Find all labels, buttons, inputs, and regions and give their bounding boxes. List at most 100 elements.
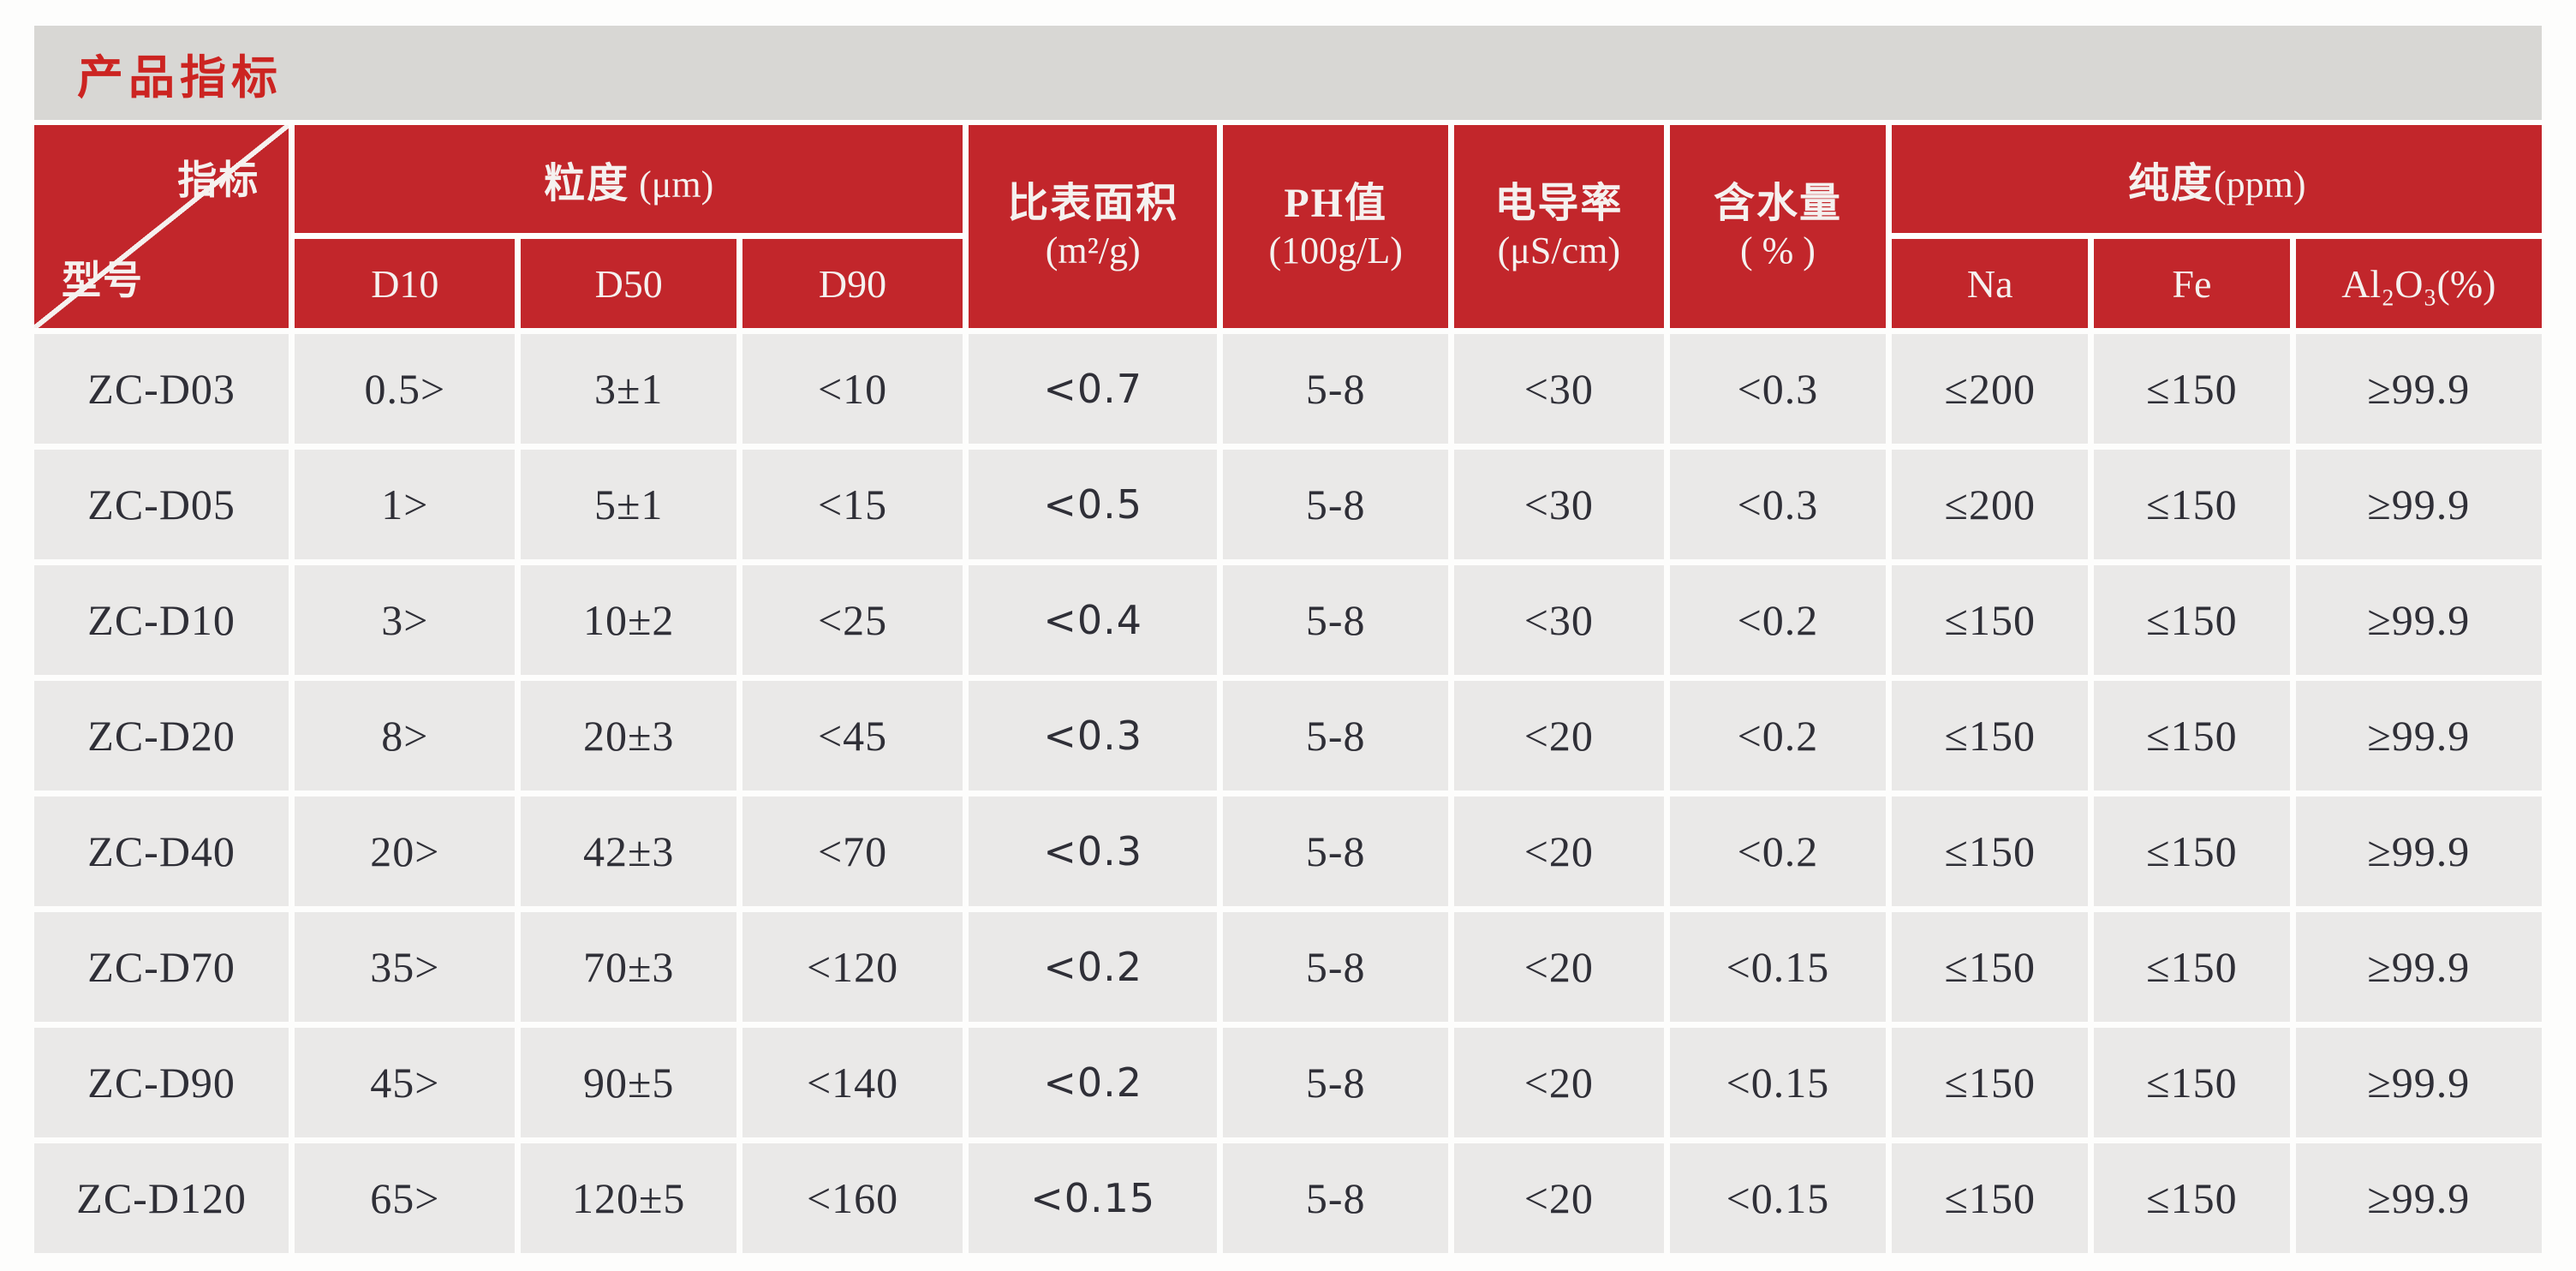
table-row: ZC-D40 20> 42±3 <70 <0.3 5-8 <20 <0.2 ≤1… bbox=[34, 797, 2542, 906]
cell-model: ZC-D70 bbox=[34, 912, 289, 1022]
cell-na: ≤150 bbox=[1892, 1028, 2089, 1137]
cell-surface-area: <0.3 bbox=[969, 681, 1218, 791]
cell-water-content: <0.15 bbox=[1669, 1028, 1887, 1137]
cell-na: ≤200 bbox=[1892, 334, 2089, 444]
cell-surface-area: <0.3 bbox=[969, 797, 1218, 906]
cell-water-content: <0.2 bbox=[1669, 565, 1887, 675]
cell-fe: ≤150 bbox=[2094, 681, 2290, 791]
cell-d90: <45 bbox=[742, 681, 963, 791]
header-surface-area-unit: (m²/g) bbox=[1045, 229, 1141, 272]
cell-d90: <140 bbox=[742, 1028, 963, 1137]
cell-al2o3: ≥99.9 bbox=[2295, 334, 2542, 444]
cell-d10: 1> bbox=[295, 450, 516, 559]
table-row: ZC-D05 1> 5±1 <15 <0.5 5-8 <30 <0.3 ≤200… bbox=[34, 450, 2542, 559]
cell-conductivity: <20 bbox=[1454, 1028, 1664, 1137]
cell-fe: ≤150 bbox=[2094, 1028, 2290, 1137]
cell-water-content: <0.3 bbox=[1669, 450, 1887, 559]
header-fe: Fe bbox=[2094, 239, 2290, 328]
header-na: Na bbox=[1892, 239, 2089, 328]
cell-conductivity: <20 bbox=[1454, 797, 1664, 906]
cell-model: ZC-D10 bbox=[34, 565, 289, 675]
cell-d10: 65> bbox=[295, 1143, 516, 1253]
cell-surface-area: <0.4 bbox=[969, 565, 1218, 675]
cell-ph-value: 5-8 bbox=[1223, 1028, 1449, 1137]
header-purity: 纯度(ppm) bbox=[1892, 125, 2542, 233]
cell-d10: 20> bbox=[295, 797, 516, 906]
cell-d50: 20±3 bbox=[521, 681, 736, 791]
header-ph: PH值 (100g/L) bbox=[1223, 125, 1449, 328]
cell-d50: 5±1 bbox=[521, 450, 736, 559]
cell-d50: 3±1 bbox=[521, 334, 736, 444]
header-water-content-label: 含水量 bbox=[1713, 181, 1842, 227]
header-particle-size-label: 粒度 bbox=[544, 161, 630, 206]
cell-conductivity: <30 bbox=[1454, 450, 1664, 559]
table-row: ZC-D70 35> 70±3 <120 <0.2 5-8 <20 <0.15 … bbox=[34, 912, 2542, 1022]
cell-ph-value: 5-8 bbox=[1223, 912, 1449, 1022]
cell-conductivity: <20 bbox=[1454, 912, 1664, 1022]
corner-header-cell: 指标 型号 bbox=[34, 125, 289, 328]
cell-na: ≤150 bbox=[1892, 797, 2089, 906]
header-water-content-unit: ( % ) bbox=[1739, 229, 1816, 272]
cell-surface-area: <0.2 bbox=[969, 912, 1218, 1022]
cell-al2o3: ≥99.9 bbox=[2295, 797, 2542, 906]
cell-d50: 120±5 bbox=[521, 1143, 736, 1253]
cell-conductivity: <20 bbox=[1454, 1143, 1664, 1253]
header-ph-label: PH值 bbox=[1284, 181, 1388, 227]
cell-na: ≤150 bbox=[1892, 1143, 2089, 1253]
cell-model: ZC-D20 bbox=[34, 681, 289, 791]
header-d50: D50 bbox=[521, 239, 736, 328]
cell-ph-value: 5-8 bbox=[1223, 450, 1449, 559]
header-d90: D90 bbox=[742, 239, 963, 328]
cell-fe: ≤150 bbox=[2094, 334, 2290, 444]
product-spec-table: 指标 型号 粒度 (μm) 比表面积 (m²/g) PH值 (100g/L) 电… bbox=[28, 119, 2548, 1259]
corner-label-indicator: 指标 bbox=[177, 158, 260, 202]
cell-water-content: <0.2 bbox=[1669, 797, 1887, 906]
cell-al2o3: ≥99.9 bbox=[2295, 681, 2542, 791]
cell-d90: <10 bbox=[742, 334, 963, 444]
cell-d90: <120 bbox=[742, 912, 963, 1022]
header-ph-unit: (100g/L) bbox=[1268, 229, 1403, 272]
cell-ph-value: 5-8 bbox=[1223, 1143, 1449, 1253]
cell-d10: 35> bbox=[295, 912, 516, 1022]
cell-d90: <160 bbox=[742, 1143, 963, 1253]
cell-d10: 3> bbox=[295, 565, 516, 675]
cell-fe: ≤150 bbox=[2094, 1143, 2290, 1253]
cell-surface-area: <0.7 bbox=[969, 334, 1218, 444]
header-conductivity-unit: (μS/cm) bbox=[1497, 229, 1620, 272]
cell-al2o3: ≥99.9 bbox=[2295, 1028, 2542, 1137]
cell-d90: <70 bbox=[742, 797, 963, 906]
cell-d10: 0.5> bbox=[295, 334, 516, 444]
header-conductivity-label: 电导率 bbox=[1494, 181, 1624, 227]
cell-na: ≤150 bbox=[1892, 681, 2089, 791]
table-row: ZC-D90 45> 90±5 <140 <0.2 5-8 <20 <0.15 … bbox=[34, 1028, 2542, 1137]
cell-conductivity: <30 bbox=[1454, 565, 1664, 675]
cell-na: ≤150 bbox=[1892, 912, 2089, 1022]
cell-d50: 42±3 bbox=[521, 797, 736, 906]
cell-fe: ≤150 bbox=[2094, 912, 2290, 1022]
header-particle-size-unit: (μm) bbox=[629, 164, 714, 206]
cell-al2o3: ≥99.9 bbox=[2295, 450, 2542, 559]
cell-water-content: <0.2 bbox=[1669, 681, 1887, 791]
cell-fe: ≤150 bbox=[2094, 797, 2290, 906]
cell-model: ZC-D120 bbox=[34, 1143, 289, 1253]
table-row: ZC-D120 65> 120±5 <160 <0.15 5-8 <20 <0.… bbox=[34, 1143, 2542, 1253]
cell-fe: ≤150 bbox=[2094, 565, 2290, 675]
cell-model: ZC-D05 bbox=[34, 450, 289, 559]
cell-ph-value: 5-8 bbox=[1223, 565, 1449, 675]
cell-d10: 45> bbox=[295, 1028, 516, 1137]
header-al2o3: Al₂O₃(%) bbox=[2295, 239, 2542, 328]
cell-d90: <25 bbox=[742, 565, 963, 675]
header-purity-unit: (ppm) bbox=[2213, 164, 2306, 206]
cell-water-content: <0.15 bbox=[1669, 912, 1887, 1022]
cell-ph-value: 5-8 bbox=[1223, 797, 1449, 906]
header-conductivity: 电导率 (μS/cm) bbox=[1454, 125, 1664, 328]
cell-model: ZC-D90 bbox=[34, 1028, 289, 1137]
cell-water-content: <0.15 bbox=[1669, 1143, 1887, 1253]
cell-d50: 10±2 bbox=[521, 565, 736, 675]
cell-al2o3: ≥99.9 bbox=[2295, 912, 2542, 1022]
table-row: ZC-D03 0.5> 3±1 <10 <0.7 5-8 <30 <0.3 ≤2… bbox=[34, 334, 2542, 444]
cell-d50: 90±5 bbox=[521, 1028, 736, 1137]
table-row: ZC-D20 8> 20±3 <45 <0.3 5-8 <20 <0.2 ≤15… bbox=[34, 681, 2542, 791]
cell-d50: 70±3 bbox=[521, 912, 736, 1022]
